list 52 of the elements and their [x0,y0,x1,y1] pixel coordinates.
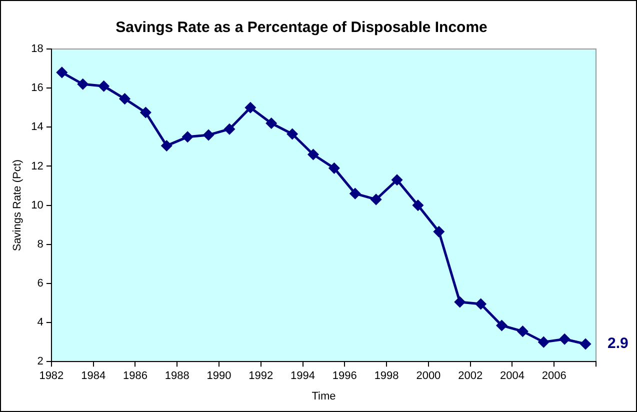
point [559,334,570,344]
y-tick-label: 18 [31,43,44,56]
point [308,149,318,160]
point [203,130,214,140]
annotation: 2.9 [608,335,628,352]
x-axis-title: Time [312,390,336,402]
point [454,296,466,308]
x-tick-label: 2002 [458,370,483,382]
x-tick-label: 1986 [122,370,148,382]
y-tick-label: 14 [31,121,44,134]
point [56,67,68,78]
point [580,338,591,350]
x-tick-label: 2006 [542,370,566,382]
point [98,80,110,92]
y-tick-label: 4 [37,316,44,329]
point [245,102,256,113]
point [287,128,298,140]
point [476,298,486,310]
point [119,94,130,104]
point [434,226,444,237]
point [350,188,360,199]
y-tick-label: 6 [37,277,44,290]
point [161,140,172,151]
point [78,78,88,90]
point [224,124,235,134]
point [412,200,424,211]
point [140,107,151,118]
x-tick-label: 1984 [81,370,106,382]
y-tick-label: 16 [31,82,44,94]
y-tick-label: 10 [31,199,44,212]
x-tick-label: 1988 [164,370,190,382]
point [182,132,193,142]
y-tick-label: 2 [37,356,44,368]
point [517,326,528,337]
y-tick-label: 8 [37,238,44,250]
x-tick-label: 1992 [248,370,274,382]
y-tick-label: 12 [31,160,44,172]
x-tick-label: 1994 [290,370,316,382]
x-tick-label: 1996 [332,370,357,382]
x-tick-label: 1990 [206,370,232,382]
point [266,118,277,128]
x-tick-label: 2000 [416,370,441,382]
y-axis-title: Savings Rate (Pct) [12,159,24,252]
point [496,320,507,331]
x-tick-label: 2004 [500,370,524,382]
point [328,162,340,174]
point [538,336,549,348]
x-tick-label: 1982 [39,370,64,382]
chart-title: Savings Rate as a Percentage of Disposable Income [116,19,488,36]
point [392,174,402,186]
x-tick-label: 1998 [374,370,399,382]
point [370,194,382,205]
